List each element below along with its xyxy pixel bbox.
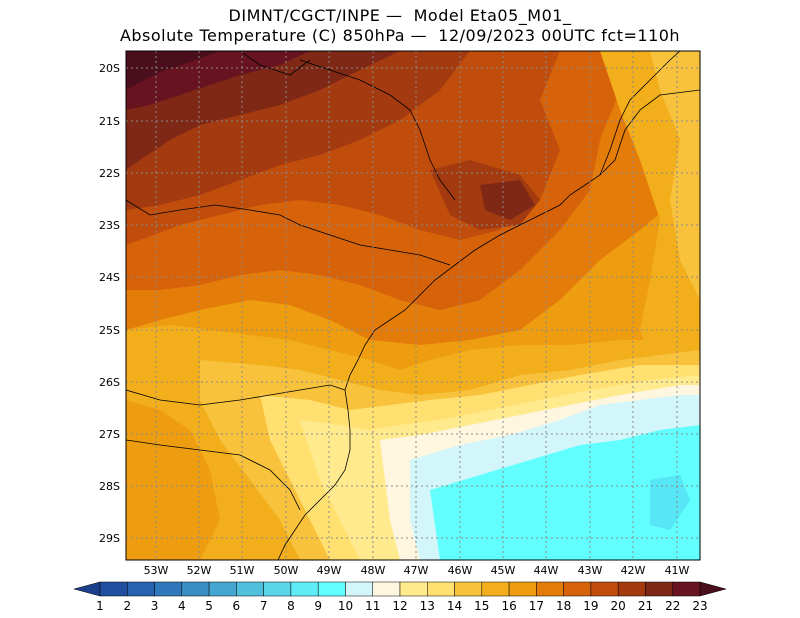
colorbar-swatch xyxy=(672,581,701,597)
lat-label-26s: 26S xyxy=(99,376,120,389)
lat-label-20s: 20S xyxy=(99,62,120,75)
colorbar-swatch xyxy=(290,581,319,597)
colorbar-swatch xyxy=(99,581,128,597)
colorbar-label: 20 xyxy=(611,599,626,613)
map-frame xyxy=(125,50,701,561)
colorbar-label: 18 xyxy=(556,599,571,613)
colorbar-swatch xyxy=(645,581,673,597)
colorbar-swatch xyxy=(154,581,183,597)
chart-title-line2: Absolute Temperature (C) 850hPa — 12/09/… xyxy=(119,26,681,45)
lon-label-41w: 41W xyxy=(665,564,690,577)
colorbar-label: 22 xyxy=(665,599,680,613)
colorbar-label: 8 xyxy=(287,599,295,613)
colorbar-label: 3 xyxy=(151,599,159,613)
colorbar-label: 5 xyxy=(205,599,213,613)
colorbar-label: 11 xyxy=(365,599,380,613)
colorbar-swatch xyxy=(317,581,346,597)
colorbar-swatch xyxy=(263,581,292,597)
lat-label-29s: 29S xyxy=(99,532,120,545)
colorbar-label: 15 xyxy=(474,599,489,613)
colorbar-label: 14 xyxy=(447,599,462,613)
colorbar-swatch xyxy=(127,581,155,597)
colorbar: 1 2 3 4 5 6 7 8 9 10 11 12 13 14 15 16 17 18 19 20 21 22 23 xyxy=(73,581,727,613)
colorbar-label: 17 xyxy=(529,599,544,613)
colorbar-swatch xyxy=(536,581,564,597)
colorbar-swatch xyxy=(372,581,401,597)
lat-label-25s: 25S xyxy=(99,324,120,337)
colorbar-label: 6 xyxy=(233,599,241,613)
colorbar-label: 19 xyxy=(583,599,598,613)
colorbar-swatch xyxy=(181,581,210,597)
lat-label-28s: 28S xyxy=(99,480,120,493)
lat-label-22s: 22S xyxy=(99,167,120,180)
grid-lines xyxy=(126,51,700,560)
colorbar-swatch xyxy=(617,581,646,597)
lon-label-42w: 42W xyxy=(621,564,646,577)
colorbar-swatch xyxy=(399,581,428,597)
colorbar-label: 2 xyxy=(123,599,131,613)
lat-label-27s: 27S xyxy=(99,428,120,441)
colorbar-label: 4 xyxy=(178,599,186,613)
colorbar-swatch xyxy=(208,581,237,597)
colorbar-swatch xyxy=(481,581,510,597)
lon-labels: 53W 52W 51W 50W 49W 48W 47W 46W 45W 44W … xyxy=(144,564,690,577)
colorbar-label: 9 xyxy=(314,599,322,613)
colorbar-swatch xyxy=(508,581,537,597)
colorbar-label: 10 xyxy=(338,599,353,613)
coastline-borders xyxy=(126,51,700,560)
temperature-field xyxy=(126,51,700,560)
lat-labels: 20S 21S 22S 23S 24S 25S 26S 27S 28S 29S xyxy=(99,62,120,545)
lon-label-46w: 46W xyxy=(448,564,473,577)
lon-label-52w: 52W xyxy=(187,564,212,577)
lon-label-43w: 43W xyxy=(578,564,603,577)
lon-label-44w: 44W xyxy=(534,564,559,577)
lon-label-49w: 49W xyxy=(317,564,342,577)
colorbar-swatch xyxy=(563,581,592,597)
colorbar-swatch xyxy=(427,581,455,597)
lat-label-21s: 21S xyxy=(99,115,120,128)
colorbar-label: 23 xyxy=(692,599,707,613)
colorbar-swatch xyxy=(454,581,483,597)
lat-label-24s: 24S xyxy=(99,271,120,284)
colorbar-label: 1 xyxy=(96,599,104,613)
colorbar-swatch xyxy=(236,581,264,597)
chart-title-line1: DIMNT/CGCT/INPE — Model Eta05_M01_ xyxy=(228,6,572,25)
lon-label-53w: 53W xyxy=(144,564,169,577)
colorbar-label: 16 xyxy=(501,599,516,613)
lon-label-47w: 47W xyxy=(404,564,429,577)
lon-label-48w: 48W xyxy=(361,564,386,577)
colorbar-label: 7 xyxy=(260,599,268,613)
colorbar-label: 13 xyxy=(420,599,435,613)
colorbar-swatch xyxy=(345,581,373,597)
lon-label-51w: 51W xyxy=(230,564,255,577)
lat-label-23s: 23S xyxy=(99,219,120,232)
lon-label-45w: 45W xyxy=(491,564,516,577)
colorbar-label: 21 xyxy=(638,599,653,613)
colorbar-left-arrow xyxy=(73,581,101,597)
colorbar-right-arrow xyxy=(699,581,727,597)
colorbar-label: 12 xyxy=(392,599,407,613)
colorbar-swatch xyxy=(590,581,619,597)
lon-label-50w: 50W xyxy=(274,564,299,577)
